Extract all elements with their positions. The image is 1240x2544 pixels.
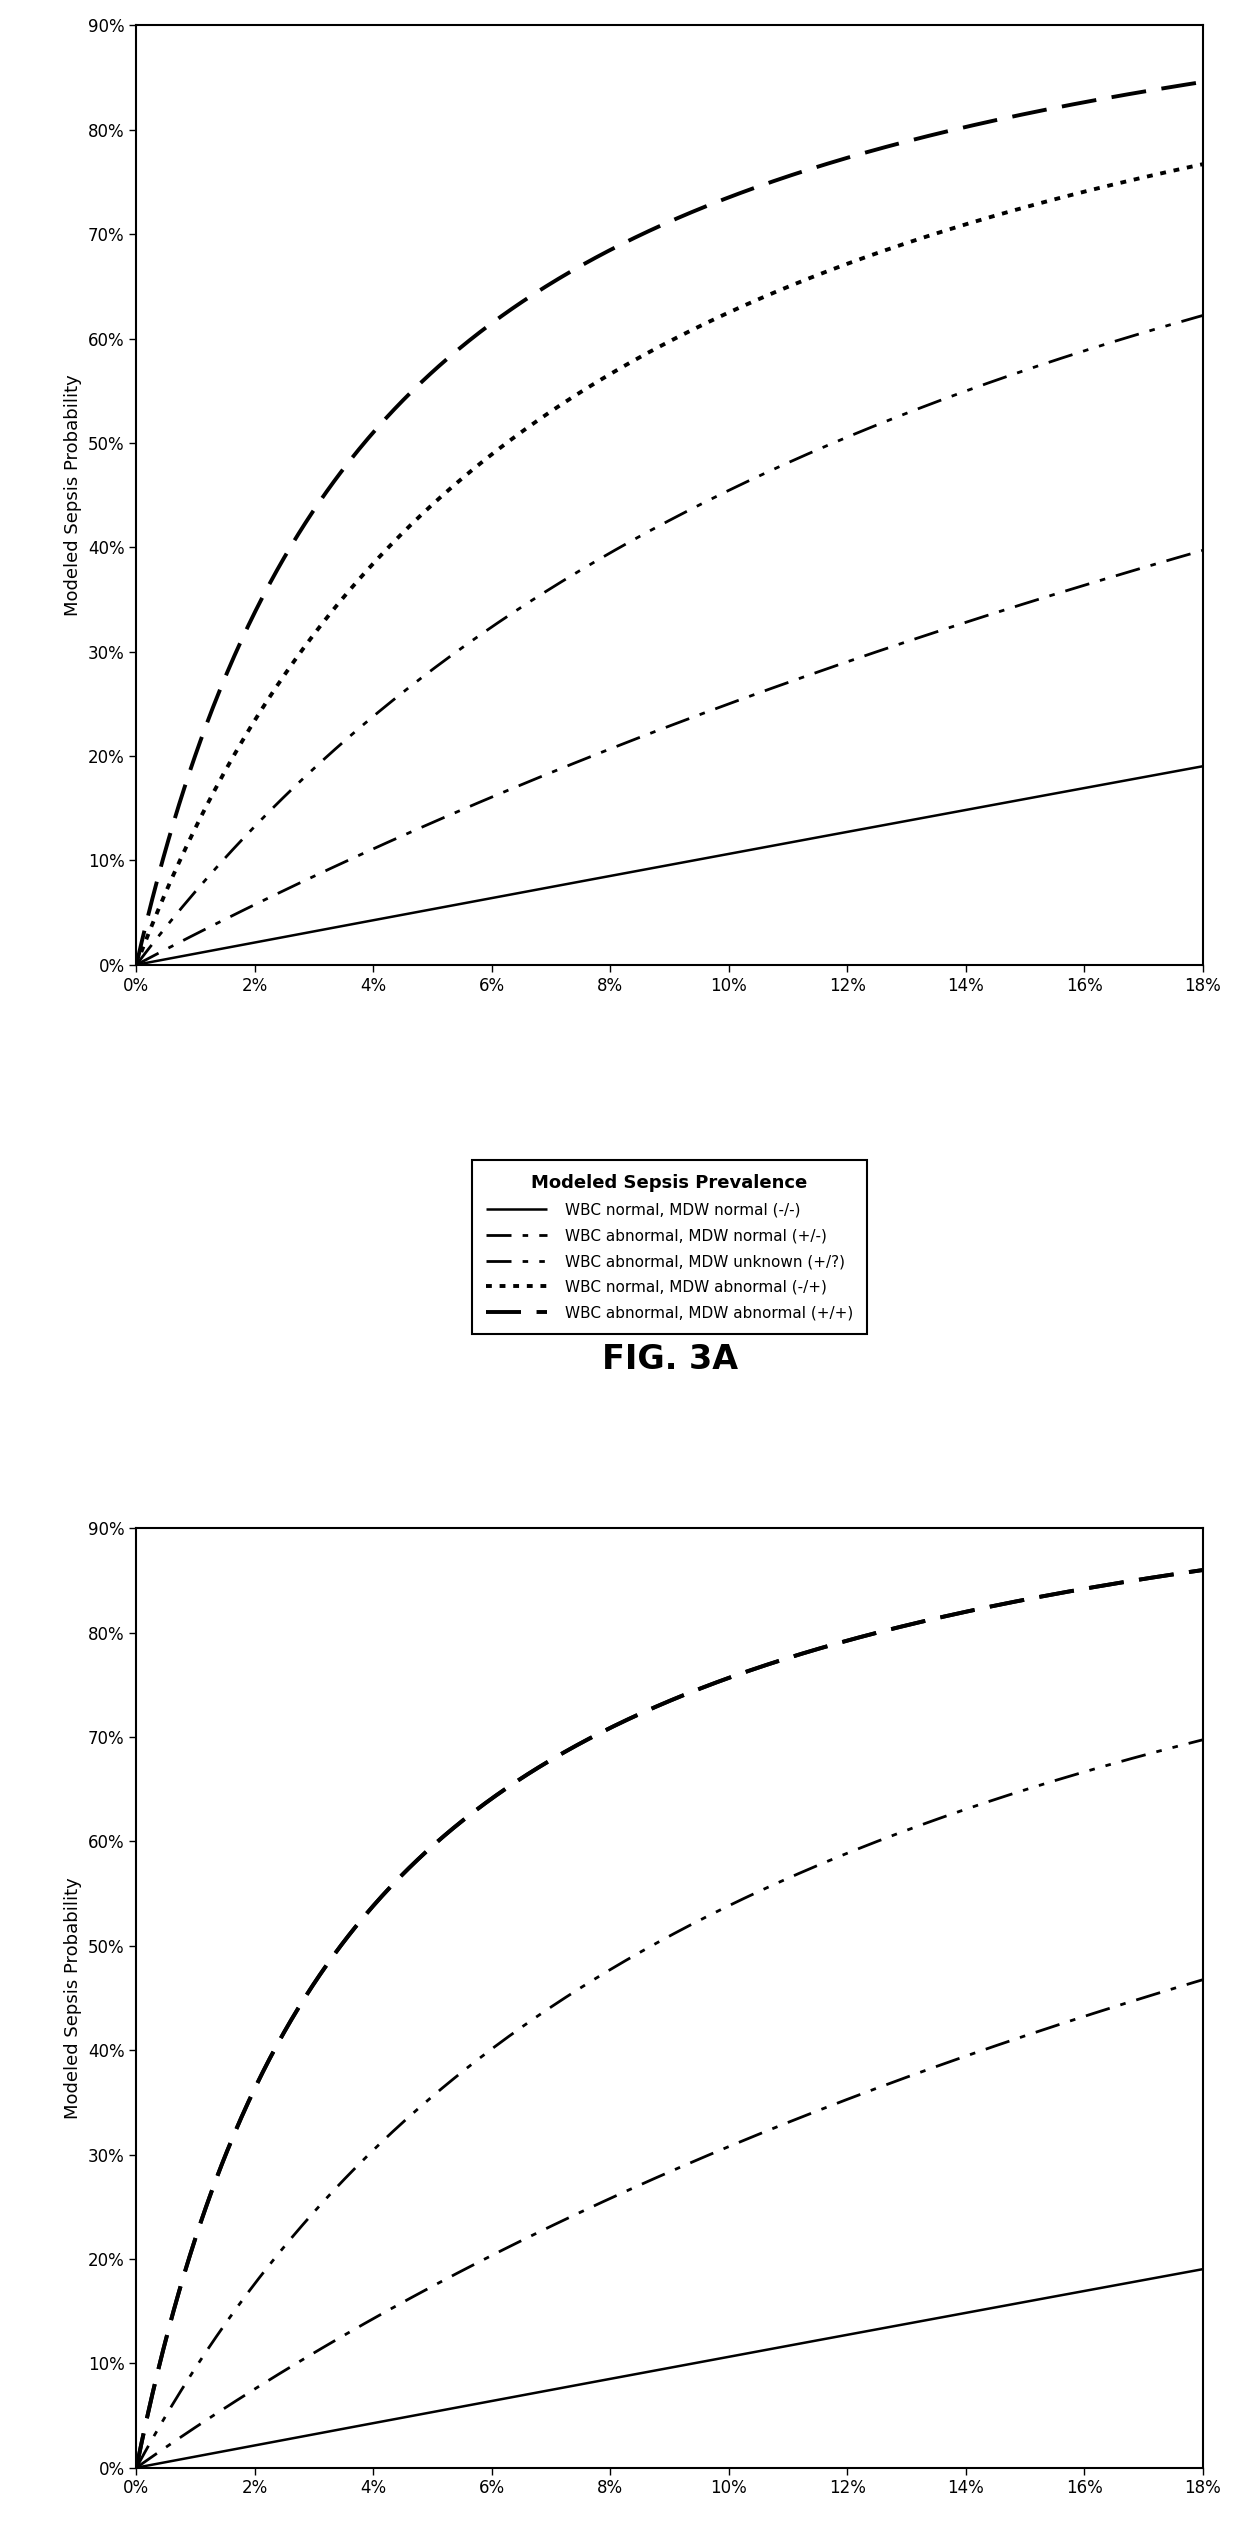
Text: FIG. 3A: FIG. 3A bbox=[601, 1343, 738, 1376]
Y-axis label: Modeled Sepsis Probability: Modeled Sepsis Probability bbox=[64, 1877, 82, 2119]
Y-axis label: Modeled Sepsis Probability: Modeled Sepsis Probability bbox=[64, 374, 82, 616]
Legend: WBC normal, MDW normal (-/-), WBC abnormal, MDW normal (+/-), WBC abnormal, MDW : WBC normal, MDW normal (-/-), WBC abnorm… bbox=[472, 1160, 867, 1333]
